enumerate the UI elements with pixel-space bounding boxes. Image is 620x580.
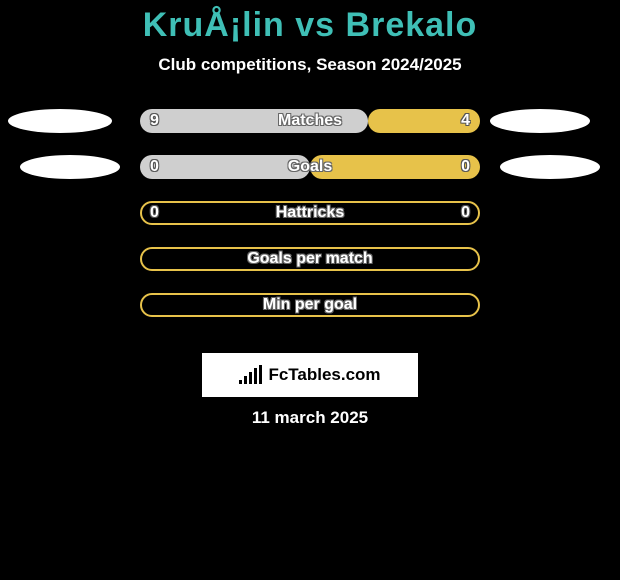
player-a-photo	[8, 109, 112, 133]
player-b-photo	[500, 155, 600, 179]
stat-bar	[140, 155, 480, 179]
logo-text: FcTables.com	[268, 365, 380, 385]
stat-bar-right-fill	[368, 109, 480, 133]
stat-bar-left-fill	[140, 155, 310, 179]
stat-bar	[140, 109, 480, 133]
stat-bar-right-fill	[310, 155, 480, 179]
comparison-card: { "header": { "player_a": "KruÅ¡lin", "v…	[0, 0, 620, 580]
player-a-name: KruÅ¡lin	[143, 6, 285, 44]
stat-bar-left-fill	[140, 109, 368, 133]
vs-separator: vs	[295, 6, 335, 44]
player-b-photo	[490, 109, 590, 133]
player-b-name: Brekalo	[346, 6, 478, 44]
stat-rows: Matches94Goals00Hattricks00Goals per mat…	[0, 109, 620, 317]
source-logo: FcTables.com	[202, 353, 418, 397]
page-title: KruÅ¡lin vs Brekalo	[0, 0, 620, 45]
stat-row: Hattricks00	[0, 201, 620, 225]
player-a-photo	[20, 155, 120, 179]
stat-row: Min per goal	[0, 293, 620, 317]
date-label: 11 march 2025	[0, 408, 620, 428]
stat-bar	[140, 201, 480, 225]
subtitle: Club competitions, Season 2024/2025	[0, 55, 620, 75]
stat-bar	[140, 293, 480, 317]
logo-bars-icon	[239, 366, 262, 384]
stat-bar	[140, 247, 480, 271]
stat-row: Goals per match	[0, 247, 620, 271]
